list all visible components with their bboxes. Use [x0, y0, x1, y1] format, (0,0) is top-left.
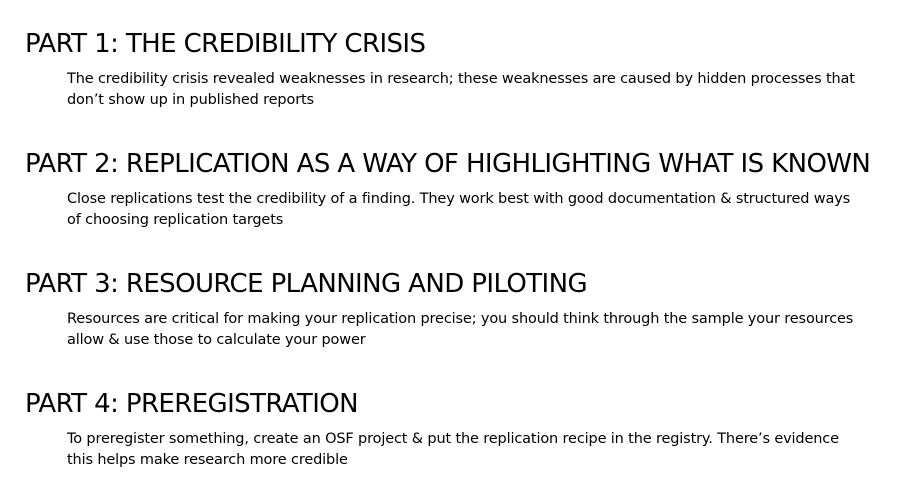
section-body: Close replications test the credibility …: [67, 191, 851, 228]
section-heading: PART 1: THE CREDIBILITY CRISIS: [25, 29, 426, 59]
section-part-1: PART 1: THE CREDIBILITY CRISIS The credi…: [25, 29, 913, 111]
section-part-2: PART 2: REPLICATION AS A WAY OF HIGHLIGH…: [25, 149, 913, 231]
section-body: Resources are critical for making your r…: [67, 311, 854, 348]
section-heading: PART 2: REPLICATION AS A WAY OF HIGHLIGH…: [25, 149, 871, 179]
section-heading: PART 4: PREREGISTRATION: [25, 389, 359, 419]
section-heading: PART 3: RESOURCE PLANNING AND PILOTING: [25, 269, 588, 299]
section-part-4: PART 4: PREREGISTRATION To preregister s…: [25, 389, 913, 471]
section-body: To preregister something, create an OSF …: [67, 431, 839, 468]
section-body: The credibility crisis revealed weakness…: [67, 71, 855, 108]
section-part-3: PART 3: RESOURCE PLANNING AND PILOTING R…: [25, 269, 913, 351]
